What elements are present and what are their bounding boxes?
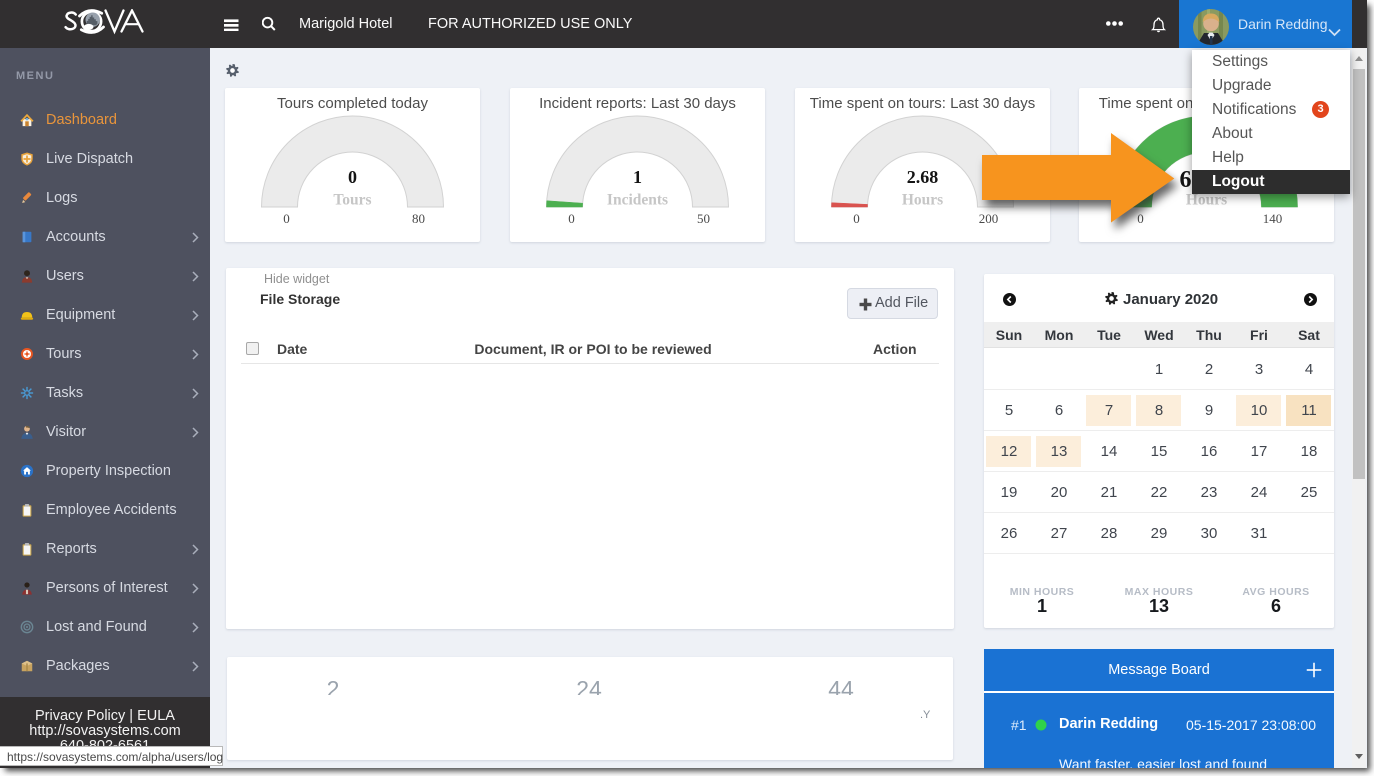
svg-text:140: 140: [1263, 211, 1283, 226]
svg-text:1: 1: [633, 167, 642, 187]
svg-text:Hours: Hours: [902, 192, 943, 209]
svg-text:0: 0: [283, 211, 290, 226]
svg-text:80: 80: [412, 211, 425, 226]
svg-text:2.68: 2.68: [907, 167, 939, 187]
svg-text:Incidents: Incidents: [607, 192, 668, 209]
svg-text:Hours: Hours: [1186, 192, 1227, 209]
svg-text:50: 50: [697, 211, 710, 226]
svg-text:Tours: Tours: [333, 192, 371, 209]
svg-text:0: 0: [348, 167, 357, 187]
svg-text:0: 0: [568, 211, 575, 226]
svg-text:0: 0: [853, 211, 860, 226]
svg-text:0: 0: [1137, 211, 1144, 226]
svg-text:200: 200: [979, 211, 999, 226]
